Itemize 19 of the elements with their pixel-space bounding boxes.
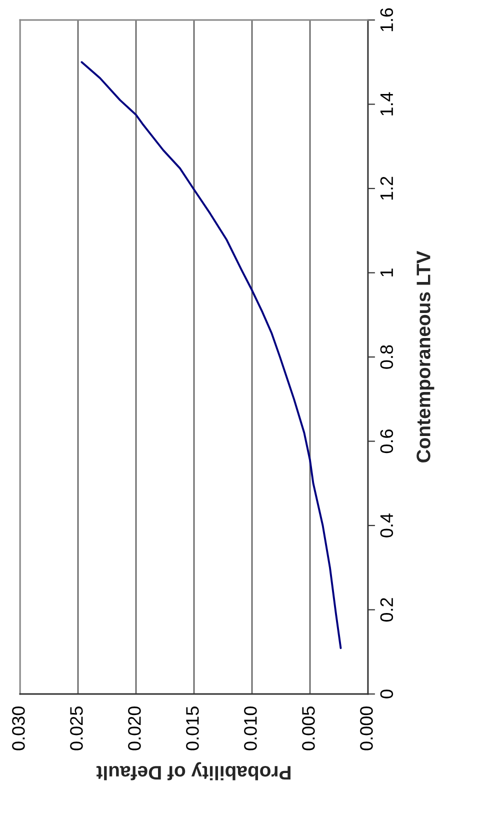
x-tick-label: 0.000 [360,706,373,750]
x-tick-label: 0.020 [128,706,141,750]
y-tick-label: 0.4 [380,513,394,538]
x-tick-label: 0.010 [244,706,257,750]
y-tick-label: 0.8 [380,345,394,369]
y-tick-label: 1.4 [380,92,393,116]
x-tick-label: 0.005 [302,706,315,750]
x-tick-label: 0.025 [70,706,83,750]
y-tick-label: 1.2 [380,176,393,200]
y-axis-title: Contemporaneous LTV [416,250,434,462]
x-axis-title: Probability of Default [96,762,290,780]
line-series [80,61,342,650]
x-tick-label: 0.030 [12,706,25,750]
y-tick-label: 1.6 [380,8,394,32]
y-tick-label: 0 [380,690,394,698]
y-tick-label: 0.2 [380,598,394,622]
x-tick-label: 0.015 [186,706,199,750]
y-tick-label: 0.6 [380,429,394,454]
y-tick-label: 1 [380,268,393,276]
